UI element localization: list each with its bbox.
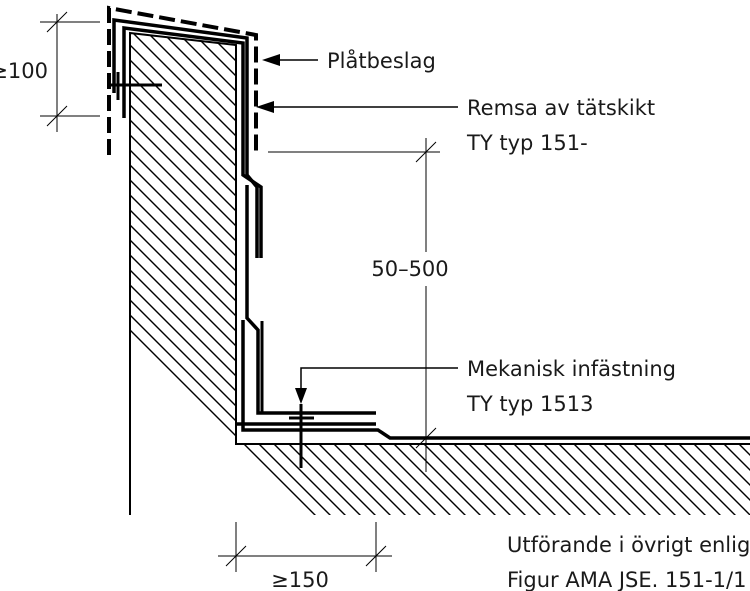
dimension-bottom-label: ≥150 (271, 568, 329, 591)
label-fastener-line1: Mekanisk infästning (467, 357, 676, 381)
dimension-bottom (218, 522, 392, 572)
plate-flashing (107, 5, 258, 155)
dimension-height (268, 138, 440, 472)
note-line2: Figur AMA JSE. 151-1/1 (507, 568, 746, 591)
membrane-layer-mid (245, 185, 376, 415)
concrete-outline (129, 31, 750, 515)
leader-fastener (295, 367, 458, 404)
note-line1: Utförande i övrigt enligt (507, 533, 750, 557)
dimension-top (40, 11, 100, 132)
membrane-strip-outer (112, 17, 259, 258)
label-strip-line1: Remsa av tätskikt (467, 96, 655, 120)
dimension-height-label: 50–500 (371, 257, 448, 281)
label-plate: Plåtbeslag (327, 48, 436, 73)
label-fastener-line2: TY typ 1513 (466, 392, 593, 416)
dimension-height-label-bg (362, 252, 458, 286)
dimension-top-label: ≥100 (0, 59, 48, 83)
leader-plate (262, 54, 318, 66)
leader-strip (256, 101, 458, 113)
membrane-layer-base (241, 320, 750, 440)
label-strip-line2: TY typ 151- (466, 131, 588, 155)
membrane-strip-inner (122, 26, 263, 258)
